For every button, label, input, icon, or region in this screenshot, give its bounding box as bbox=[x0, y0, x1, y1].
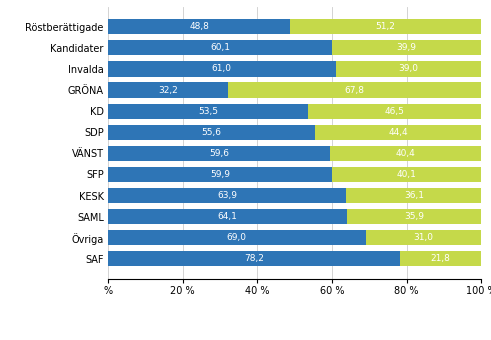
Text: 48,8: 48,8 bbox=[189, 22, 209, 31]
Bar bbox=[108, 104, 308, 119]
Text: 35,9: 35,9 bbox=[404, 212, 424, 221]
Bar bbox=[331, 167, 481, 182]
Text: 39,9: 39,9 bbox=[397, 44, 417, 52]
Bar bbox=[365, 230, 481, 245]
Bar bbox=[316, 125, 481, 140]
Text: 64,1: 64,1 bbox=[218, 212, 238, 221]
Bar bbox=[400, 251, 481, 267]
Text: 60,1: 60,1 bbox=[210, 44, 230, 52]
Text: 59,6: 59,6 bbox=[209, 149, 229, 158]
Text: 21,8: 21,8 bbox=[431, 254, 450, 264]
Bar bbox=[108, 61, 336, 76]
Text: 55,6: 55,6 bbox=[202, 128, 222, 137]
Text: 51,2: 51,2 bbox=[376, 22, 396, 31]
Bar bbox=[228, 83, 481, 98]
Bar bbox=[108, 209, 347, 224]
Text: 40,4: 40,4 bbox=[396, 149, 416, 158]
Bar bbox=[108, 19, 290, 34]
Text: 36,1: 36,1 bbox=[404, 191, 424, 200]
Text: 53,5: 53,5 bbox=[198, 107, 218, 116]
Text: 44,4: 44,4 bbox=[388, 128, 408, 137]
Bar bbox=[347, 188, 481, 203]
Bar bbox=[108, 188, 347, 203]
Text: 59,9: 59,9 bbox=[210, 170, 230, 179]
Bar bbox=[108, 40, 332, 55]
Text: 78,2: 78,2 bbox=[244, 254, 264, 264]
Bar bbox=[108, 167, 331, 182]
Bar bbox=[108, 125, 316, 140]
Bar bbox=[108, 230, 365, 245]
Text: 46,5: 46,5 bbox=[384, 107, 405, 116]
Bar bbox=[336, 61, 481, 76]
Bar bbox=[290, 19, 481, 34]
Bar bbox=[108, 83, 228, 98]
Text: 32,2: 32,2 bbox=[158, 86, 178, 95]
Text: 39,0: 39,0 bbox=[398, 65, 418, 73]
Bar bbox=[347, 209, 481, 224]
Bar bbox=[308, 104, 481, 119]
Bar bbox=[108, 251, 400, 267]
Text: 63,9: 63,9 bbox=[217, 191, 237, 200]
Bar bbox=[330, 146, 481, 161]
Text: 31,0: 31,0 bbox=[413, 233, 434, 242]
Text: 67,8: 67,8 bbox=[345, 86, 365, 95]
Text: 69,0: 69,0 bbox=[227, 233, 247, 242]
Text: 40,1: 40,1 bbox=[396, 170, 416, 179]
Text: 61,0: 61,0 bbox=[212, 65, 232, 73]
Bar bbox=[332, 40, 481, 55]
Bar bbox=[108, 146, 330, 161]
